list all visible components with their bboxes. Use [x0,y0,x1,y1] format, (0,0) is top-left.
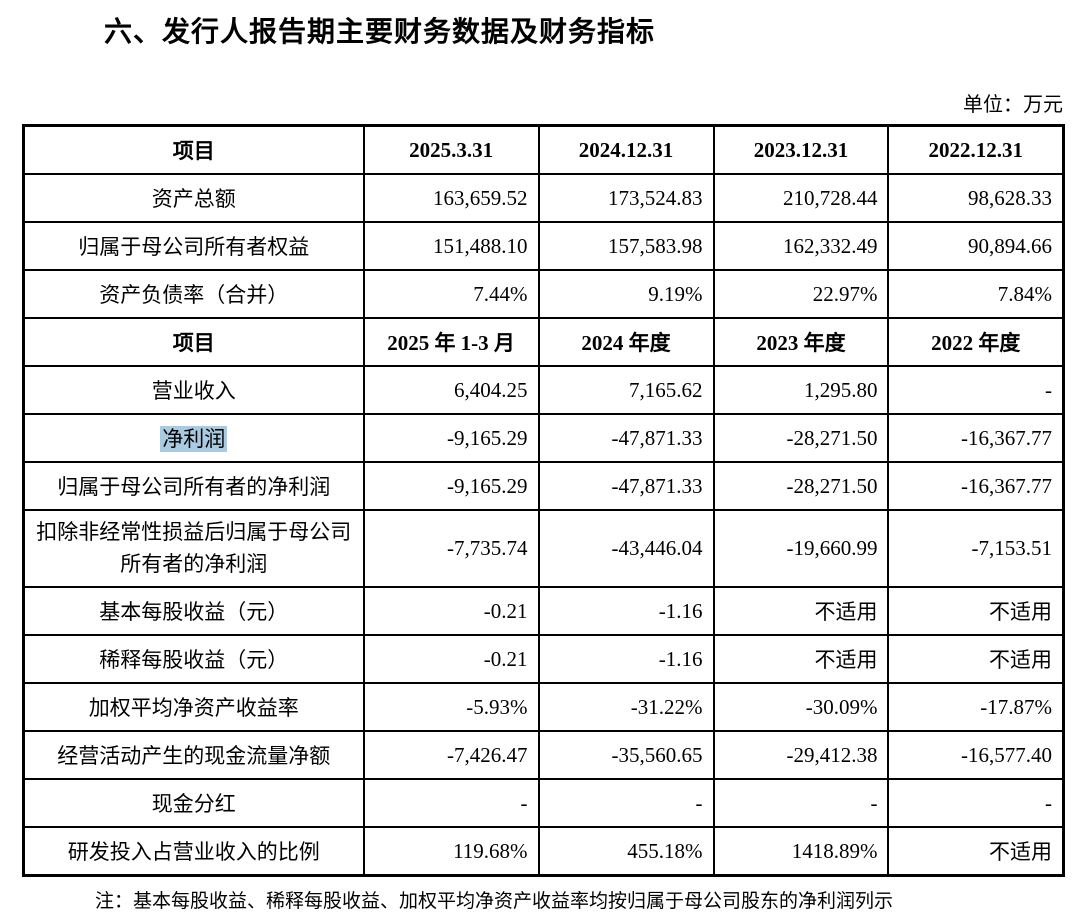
value-cell: 9.19% [537,269,715,319]
value-cell: -28,271.50 [712,413,890,463]
value-cell: -47,871.33 [537,461,715,511]
value-cell: 1418.89% [712,826,890,877]
row-label-cell: 加权平均净资产收益率 [22,682,365,732]
table-header-row: 项目 2025 年 1-3 月 2024 年度 2023 年度 2022 年度 [22,317,1065,367]
value-cell: 173,524.83 [537,173,715,223]
value-cell: 119.68% [362,826,540,877]
value-cell: 不适用 [887,826,1065,877]
column-header-cell: 2024 年度 [537,317,715,367]
value-cell: 22.97% [712,269,890,319]
table-row: 扣除非经常性损益后归属于母公司所有者的净利润 -7,735.74 -43,446.0… [22,509,1065,588]
table-row: 营业收入 6,404.25 7,165.62 1,295.80- [22,365,1065,415]
financial-table: 项目 2025.3.31 2024.12.31 2023.12.31 2022.12.3… [22,124,1065,877]
row-label-cell: 净利润 [22,413,365,463]
value-cell: -16,367.77 [887,461,1065,511]
value-cell: -1.16 [537,586,715,636]
value-cell: - [887,778,1065,828]
value-cell: -43,446.04 [537,509,715,588]
value-cell: 163,659.52 [362,173,540,223]
row-label-cell: 归属于母公司所有者权益 [22,221,365,271]
value-cell: -19,660.99 [712,509,890,588]
value-cell: -5.93% [362,682,540,732]
row-label-cell: 经营活动产生的现金流量净额 [22,730,365,780]
table-row: 归属于母公司所有者权益 151,488.10 157,583.98 162,332.4… [22,221,1065,271]
value-cell: 162,332.49 [712,221,890,271]
value-cell: 不适用 [712,586,890,636]
table-row: 经营活动产生的现金流量净额 -7,426.47 -35,560.65 -29,412.… [22,730,1065,780]
value-cell: 1,295.80 [712,365,890,415]
value-cell: -16,577.40 [887,730,1065,780]
value-cell: -7,735.74 [362,509,540,588]
column-header-cell: 2024.12.31 [537,124,715,175]
column-header-cell: 2023.12.31 [712,124,890,175]
row-label-cell: 现金分红 [22,778,365,828]
value-cell: -17.87% [887,682,1065,732]
header-label-cell: 项目 [22,317,365,367]
value-cell: 98,628.33 [887,173,1065,223]
selection-highlight: 净利润 [160,426,228,452]
table-row: 加权平均净资产收益率 -5.93% -31.22% -30.09% -17.87% [22,682,1065,732]
table-row: 稀释每股收益（元） -0.21 -1.16 不适用 不适用 [22,634,1065,684]
value-cell: -35,560.65 [537,730,715,780]
table-row: 归属于母公司所有者的净利润 -9,165.29 -47,871.33 -28,271.… [22,461,1065,511]
value-cell: 157,583.98 [537,221,715,271]
row-label-cell: 资产负债率（合并） [22,269,365,319]
value-cell: 210,728.44 [712,173,890,223]
value-cell: -16,367.77 [887,413,1065,463]
row-label-cell: 资产总额 [22,173,365,223]
table-row: 净利润 -9,165.29 -47,871.33 -28,271.50 -16,367.… [22,413,1065,463]
header-label-cell: 项目 [22,124,365,175]
value-cell: -30.09% [712,682,890,732]
row-label-cell: 稀释每股收益（元） [22,634,365,684]
table-row: 研发投入占营业收入的比例 119.68% 455.18% 1418.89% 不适用 [22,826,1065,877]
column-header-cell: 2022 年度 [887,317,1065,367]
value-cell: 7.84% [887,269,1065,319]
table-row: 现金分红 - - - - [22,778,1065,828]
column-header-cell: 2025 年 1-3 月 [362,317,540,367]
row-label-cell: 研发投入占营业收入的比例 [22,826,365,877]
table-row: 基本每股收益（元） -0.21 -1.16 不适用 不适用 [22,586,1065,636]
value-cell: 151,488.10 [362,221,540,271]
value-cell: 7.44% [362,269,540,319]
value-cell: 7,165.62 [537,365,715,415]
value-cell: -29,412.38 [712,730,890,780]
value-cell: 6,404.25 [362,365,540,415]
unit-label: 单位：万元 [963,94,1063,116]
row-label-cell: 扣除非经常性损益后归属于母公司所有者的净利润 [22,509,365,588]
value-cell: 不适用 [712,634,890,684]
value-cell: -9,165.29 [362,413,540,463]
value-cell: -7,153.51 [887,509,1065,588]
value-cell: - [712,778,890,828]
footnote: 注：基本每股收益、稀释每股收益、加权平均净资产收益率均按归属于母公司股东的净利润… [95,891,894,912]
value-cell: -9,165.29 [362,461,540,511]
table-row: 资产总额 163,659.52 173,524.83 210,728.44 98,628… [22,173,1065,223]
value-cell: 90,894.66 [887,221,1065,271]
table-row: 资产负债率（合并） 7.44% 9.19% 22.97% 7.84% [22,269,1065,319]
value-cell: -7,426.47 [362,730,540,780]
value-cell: -31.22% [537,682,715,732]
value-cell: - [887,365,1065,415]
row-label-cell: 基本每股收益（元） [22,586,365,636]
column-header-cell: 2022.12.31 [887,124,1065,175]
value-cell: - [537,778,715,828]
column-header-cell: 2023 年度 [712,317,890,367]
value-cell: -28,271.50 [712,461,890,511]
value-cell: 455.18% [537,826,715,877]
value-cell: -0.21 [362,634,540,684]
value-cell: -0.21 [362,586,540,636]
value-cell: 不适用 [887,586,1065,636]
row-label-cell: 归属于母公司所有者的净利润 [22,461,365,511]
table-header-row: 项目 2025.3.31 2024.12.31 2023.12.31 2022.12.3… [22,124,1065,175]
value-cell: - [362,778,540,828]
column-header-cell: 2025.3.31 [362,124,540,175]
row-label-cell: 营业收入 [22,365,365,415]
value-cell: 不适用 [887,634,1065,684]
value-cell: -47,871.33 [537,413,715,463]
value-cell: -1.16 [537,634,715,684]
section-title: 六、发行人报告期主要财务数据及财务指标 [104,16,656,47]
